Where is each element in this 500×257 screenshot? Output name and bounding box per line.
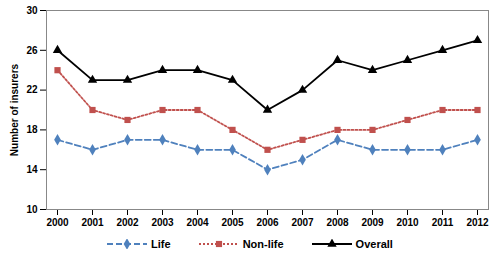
html-text:Non-life: Non-life — [242, 238, 284, 250]
svg-text:30: 30 — [26, 5, 38, 16]
svg-text:2006: 2006 — [256, 217, 279, 228]
svg-text:2011: 2011 — [432, 217, 454, 228]
svg-text:18: 18 — [26, 124, 38, 135]
svg-text:2010: 2010 — [396, 217, 419, 228]
svg-text:14: 14 — [26, 164, 38, 175]
svg-text:2004: 2004 — [186, 217, 209, 228]
svg-text:2009: 2009 — [361, 217, 384, 228]
svg-text:10: 10 — [26, 204, 38, 215]
svg-text:2007: 2007 — [291, 217, 314, 228]
svg-text:2000: 2000 — [46, 217, 69, 228]
svg-text:22: 22 — [26, 84, 38, 95]
svg-text:2003: 2003 — [151, 217, 174, 228]
html-text:Life: Life — [151, 238, 171, 250]
svg-text:2005: 2005 — [221, 217, 244, 228]
svg-text:2001: 2001 — [81, 217, 104, 228]
html-text:Overall: Overall — [355, 238, 393, 250]
svg-text:2008: 2008 — [326, 217, 349, 228]
svg-text:2002: 2002 — [116, 217, 139, 228]
svg-text:Number of insurers: Number of insurers — [9, 63, 20, 156]
svg-text:2012: 2012 — [466, 217, 489, 228]
svg-text:26: 26 — [26, 45, 38, 56]
